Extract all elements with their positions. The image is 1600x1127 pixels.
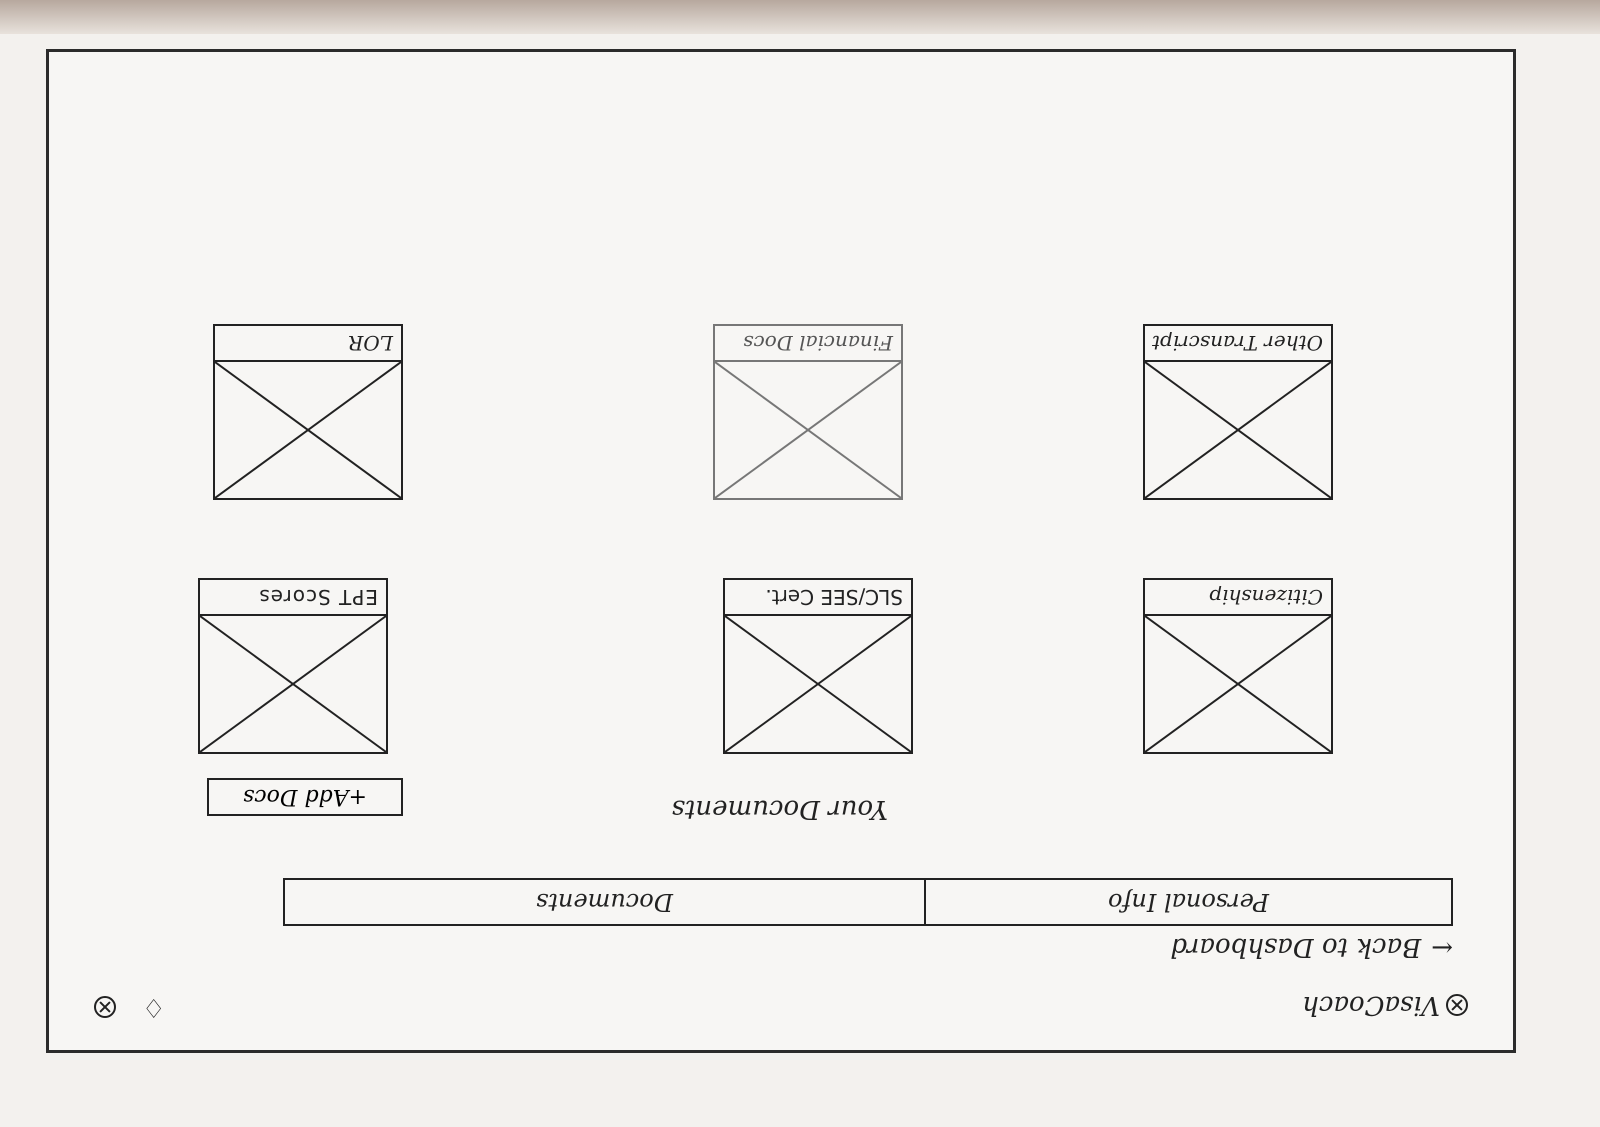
document-card-lor[interactable]: LOR: [213, 324, 403, 500]
document-label: LOR: [213, 324, 403, 360]
section-title: Your Documents: [671, 794, 888, 824]
document-card-other-transcript[interactable]: Other Transcript: [1143, 324, 1333, 500]
image-placeholder-icon: [723, 614, 913, 754]
document-label: EPT Scores: [198, 578, 388, 614]
header: VisaCoach ♢: [49, 990, 1513, 1050]
brand[interactable]: VisaCoach: [1302, 990, 1468, 1020]
document-card-citizenship[interactable]: Citizenship: [1143, 578, 1333, 754]
document-card-ept-scores[interactable]: EPT Scores: [198, 578, 388, 754]
tab-documents[interactable]: Documents: [285, 880, 926, 924]
paper-edge: [0, 0, 1600, 34]
back-label: Back to Dashboard: [1170, 932, 1422, 962]
back-to-dashboard-link[interactable]: ← Back to Dashboard: [1170, 932, 1453, 962]
document-label: SLC/SEE Cert.: [723, 578, 913, 614]
logo-icon: [1446, 994, 1468, 1016]
app-window: VisaCoach ♢ ← Back to Dashboard Personal…: [46, 49, 1516, 1053]
circle-x-icon[interactable]: [94, 996, 116, 1018]
tab-bar: Personal Info Documents: [283, 878, 1453, 926]
bell-icon[interactable]: ♢: [142, 992, 166, 1022]
document-card-slc-see[interactable]: SLC/SEE Cert.: [723, 578, 913, 754]
image-placeholder-icon: [198, 614, 388, 754]
image-placeholder-icon: [213, 360, 403, 500]
document-label: Other Transcript: [1143, 324, 1333, 360]
tab-personal-info[interactable]: Personal Info: [1108, 888, 1269, 916]
brand-name: VisaCoach: [1302, 990, 1440, 1020]
document-label: Citizenship: [1143, 578, 1333, 614]
document-label: Financial Docs: [713, 324, 903, 360]
arrow-left-icon: ←: [1431, 932, 1453, 962]
image-placeholder-icon: [1143, 614, 1333, 754]
image-placeholder-icon: [1143, 360, 1333, 500]
document-card-financial-docs[interactable]: Financial Docs: [713, 324, 903, 500]
image-placeholder-icon: [713, 360, 903, 500]
header-actions: ♢: [94, 992, 166, 1022]
add-docs-button[interactable]: +Add Docs: [207, 778, 403, 816]
